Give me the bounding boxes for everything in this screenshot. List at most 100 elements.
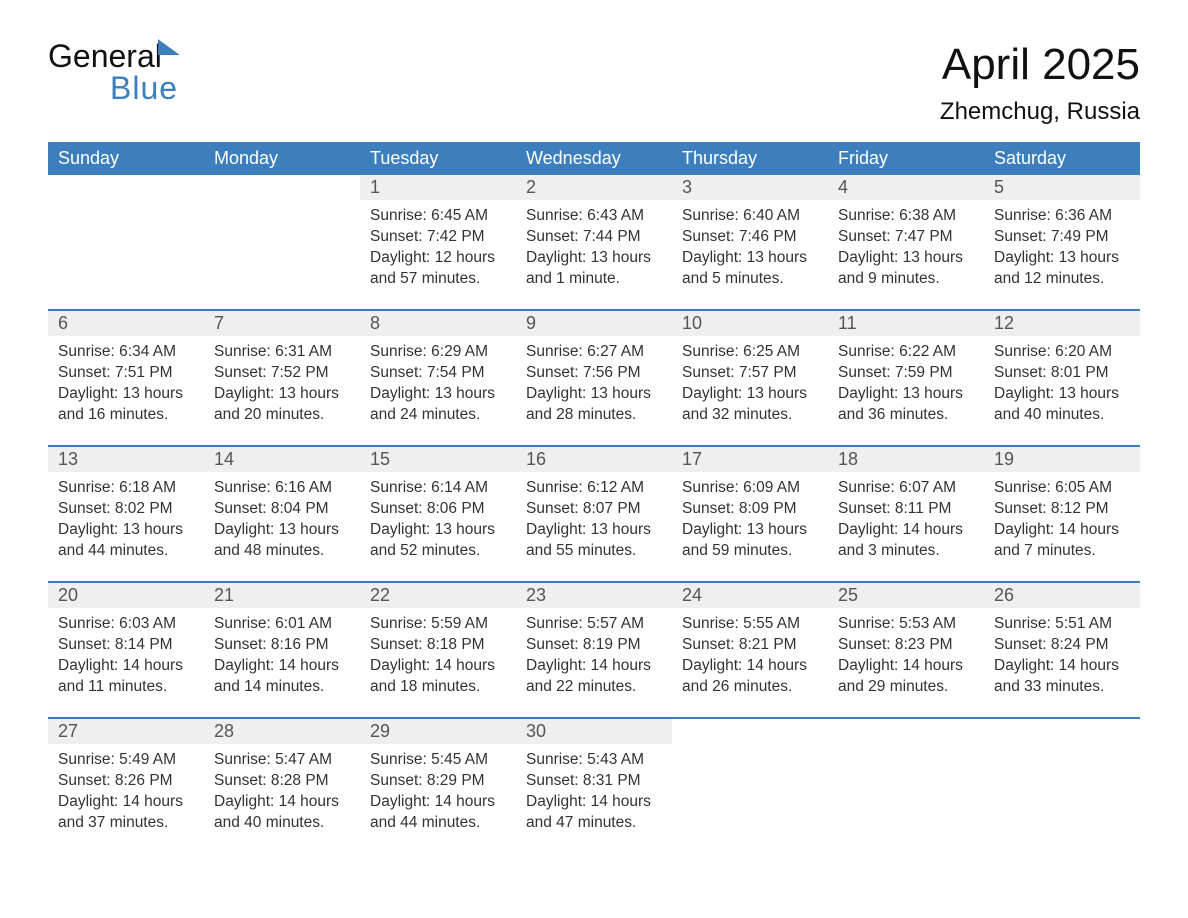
day-number-cell: 13	[48, 446, 204, 472]
sunrise-line: Sunrise: 5:47 AM	[214, 750, 350, 771]
day-content-cell: Sunrise: 6:20 AMSunset: 8:01 PMDaylight:…	[984, 336, 1140, 446]
sunrise-line: Sunrise: 5:43 AM	[526, 750, 662, 771]
sunset-line: Sunset: 8:06 PM	[370, 499, 506, 520]
day-number-cell: 26	[984, 582, 1140, 608]
day-number-cell: 16	[516, 446, 672, 472]
sunset-line: Sunset: 8:11 PM	[838, 499, 974, 520]
day-content-cell: Sunrise: 6:29 AMSunset: 7:54 PMDaylight:…	[360, 336, 516, 446]
day-number-cell: 17	[672, 446, 828, 472]
day-number-cell	[672, 718, 828, 744]
day-number-cell: 10	[672, 310, 828, 336]
day-number-cell: 14	[204, 446, 360, 472]
daylight-line: Daylight: 13 hours and 55 minutes.	[526, 520, 662, 562]
sunrise-line: Sunrise: 6:01 AM	[214, 614, 350, 635]
daylight-line: Daylight: 14 hours and 3 minutes.	[838, 520, 974, 562]
sunset-line: Sunset: 7:59 PM	[838, 363, 974, 384]
daylight-line: Daylight: 14 hours and 37 minutes.	[58, 792, 194, 834]
sunset-line: Sunset: 8:07 PM	[526, 499, 662, 520]
sunset-line: Sunset: 8:12 PM	[994, 499, 1130, 520]
day-number-cell: 6	[48, 310, 204, 336]
daylight-line: Daylight: 13 hours and 32 minutes.	[682, 384, 818, 426]
day-content-cell	[204, 200, 360, 310]
sunrise-line: Sunrise: 6:40 AM	[682, 206, 818, 227]
day-number-cell: 19	[984, 446, 1140, 472]
day-number-row: 27282930	[48, 718, 1140, 744]
sunrise-line: Sunrise: 6:38 AM	[838, 206, 974, 227]
weekday-header: Friday	[828, 142, 984, 175]
day-content-cell: Sunrise: 6:14 AMSunset: 8:06 PMDaylight:…	[360, 472, 516, 582]
sunset-line: Sunset: 8:09 PM	[682, 499, 818, 520]
day-number-cell: 9	[516, 310, 672, 336]
sunrise-line: Sunrise: 6:03 AM	[58, 614, 194, 635]
day-number-cell: 24	[672, 582, 828, 608]
weekday-header: Monday	[204, 142, 360, 175]
day-content-cell: Sunrise: 6:18 AMSunset: 8:02 PMDaylight:…	[48, 472, 204, 582]
day-content-cell: Sunrise: 6:05 AMSunset: 8:12 PMDaylight:…	[984, 472, 1140, 582]
brand-word-1: General	[48, 38, 162, 74]
sunset-line: Sunset: 8:26 PM	[58, 771, 194, 792]
day-content-cell: Sunrise: 6:25 AMSunset: 7:57 PMDaylight:…	[672, 336, 828, 446]
sunset-line: Sunset: 8:04 PM	[214, 499, 350, 520]
sunrise-line: Sunrise: 6:09 AM	[682, 478, 818, 499]
day-number-cell: 29	[360, 718, 516, 744]
sunrise-line: Sunrise: 5:55 AM	[682, 614, 818, 635]
day-number-row: 13141516171819	[48, 446, 1140, 472]
day-number-row: 6789101112	[48, 310, 1140, 336]
sunset-line: Sunset: 7:56 PM	[526, 363, 662, 384]
daylight-line: Daylight: 13 hours and 20 minutes.	[214, 384, 350, 426]
title-block: April 2025 Zhemchug, Russia	[940, 40, 1140, 126]
day-number-cell: 8	[360, 310, 516, 336]
sunrise-line: Sunrise: 6:29 AM	[370, 342, 506, 363]
sunset-line: Sunset: 8:18 PM	[370, 635, 506, 656]
day-content-cell: Sunrise: 5:45 AMSunset: 8:29 PMDaylight:…	[360, 744, 516, 854]
day-number-cell: 15	[360, 446, 516, 472]
day-content-cell: Sunrise: 6:36 AMSunset: 7:49 PMDaylight:…	[984, 200, 1140, 310]
daylight-line: Daylight: 13 hours and 16 minutes.	[58, 384, 194, 426]
day-content-cell: Sunrise: 5:55 AMSunset: 8:21 PMDaylight:…	[672, 608, 828, 718]
day-content-cell: Sunrise: 6:03 AMSunset: 8:14 PMDaylight:…	[48, 608, 204, 718]
daylight-line: Daylight: 13 hours and 40 minutes.	[994, 384, 1130, 426]
day-number-cell: 1	[360, 175, 516, 200]
sunset-line: Sunset: 8:19 PM	[526, 635, 662, 656]
sunrise-line: Sunrise: 5:45 AM	[370, 750, 506, 771]
day-number-cell: 7	[204, 310, 360, 336]
day-content-cell	[672, 744, 828, 854]
month-title: April 2025	[940, 40, 1140, 90]
sunset-line: Sunset: 8:23 PM	[838, 635, 974, 656]
sunset-line: Sunset: 7:51 PM	[58, 363, 194, 384]
day-content-cell: Sunrise: 6:45 AMSunset: 7:42 PMDaylight:…	[360, 200, 516, 310]
sunrise-line: Sunrise: 5:53 AM	[838, 614, 974, 635]
day-content-row: Sunrise: 6:34 AMSunset: 7:51 PMDaylight:…	[48, 336, 1140, 446]
daylight-line: Daylight: 13 hours and 28 minutes.	[526, 384, 662, 426]
sunrise-line: Sunrise: 6:27 AM	[526, 342, 662, 363]
daylight-line: Daylight: 14 hours and 11 minutes.	[58, 656, 194, 698]
daylight-line: Daylight: 13 hours and 24 minutes.	[370, 384, 506, 426]
day-number-cell: 30	[516, 718, 672, 744]
sunset-line: Sunset: 8:14 PM	[58, 635, 194, 656]
sunset-line: Sunset: 7:47 PM	[838, 227, 974, 248]
day-content-row: Sunrise: 6:03 AMSunset: 8:14 PMDaylight:…	[48, 608, 1140, 718]
weekday-header: Sunday	[48, 142, 204, 175]
daylight-line: Daylight: 14 hours and 29 minutes.	[838, 656, 974, 698]
day-content-cell: Sunrise: 5:53 AMSunset: 8:23 PMDaylight:…	[828, 608, 984, 718]
daylight-line: Daylight: 13 hours and 1 minute.	[526, 248, 662, 290]
sunset-line: Sunset: 8:24 PM	[994, 635, 1130, 656]
sunrise-line: Sunrise: 6:18 AM	[58, 478, 194, 499]
sunset-line: Sunset: 8:16 PM	[214, 635, 350, 656]
day-content-cell	[984, 744, 1140, 854]
day-number-cell	[204, 175, 360, 200]
day-number-row: 20212223242526	[48, 582, 1140, 608]
sunrise-line: Sunrise: 6:14 AM	[370, 478, 506, 499]
sunrise-line: Sunrise: 6:25 AM	[682, 342, 818, 363]
daylight-line: Daylight: 13 hours and 52 minutes.	[370, 520, 506, 562]
daylight-line: Daylight: 14 hours and 40 minutes.	[214, 792, 350, 834]
sunrise-line: Sunrise: 5:59 AM	[370, 614, 506, 635]
sunset-line: Sunset: 8:02 PM	[58, 499, 194, 520]
sunrise-line: Sunrise: 6:16 AM	[214, 478, 350, 499]
sunset-line: Sunset: 7:57 PM	[682, 363, 818, 384]
day-number-cell: 12	[984, 310, 1140, 336]
day-content-cell	[48, 200, 204, 310]
day-number-cell: 2	[516, 175, 672, 200]
weekday-header: Wednesday	[516, 142, 672, 175]
day-content-cell: Sunrise: 6:16 AMSunset: 8:04 PMDaylight:…	[204, 472, 360, 582]
